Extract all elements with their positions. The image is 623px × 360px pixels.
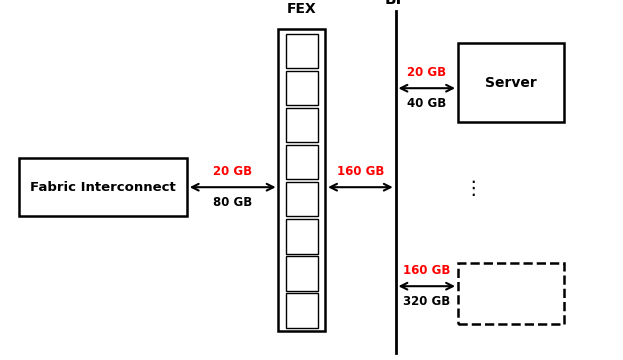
Bar bbox=[286, 108, 318, 143]
Bar bbox=[286, 219, 318, 253]
Bar bbox=[458, 263, 564, 324]
Bar bbox=[286, 71, 318, 105]
Bar bbox=[286, 293, 318, 328]
Bar bbox=[286, 145, 318, 180]
Text: FEX: FEX bbox=[287, 2, 316, 16]
Bar bbox=[286, 182, 318, 216]
Text: 20 GB: 20 GB bbox=[213, 165, 252, 178]
Text: 40 GB: 40 GB bbox=[407, 97, 447, 110]
Text: 320 GB: 320 GB bbox=[403, 295, 450, 308]
Text: 20 GB: 20 GB bbox=[407, 66, 446, 79]
Bar bbox=[286, 34, 318, 68]
Text: ⋮: ⋮ bbox=[464, 180, 483, 198]
Bar bbox=[458, 43, 564, 122]
Bar bbox=[286, 256, 318, 291]
Text: BP: BP bbox=[384, 0, 407, 7]
Text: Server: Server bbox=[485, 76, 537, 90]
Text: 160 GB: 160 GB bbox=[336, 165, 384, 178]
Text: Fabric Interconnect: Fabric Interconnect bbox=[30, 181, 176, 194]
Bar bbox=[19, 158, 187, 216]
Bar bbox=[278, 29, 325, 331]
Text: 80 GB: 80 GB bbox=[213, 196, 252, 209]
Text: 160 GB: 160 GB bbox=[403, 264, 450, 277]
